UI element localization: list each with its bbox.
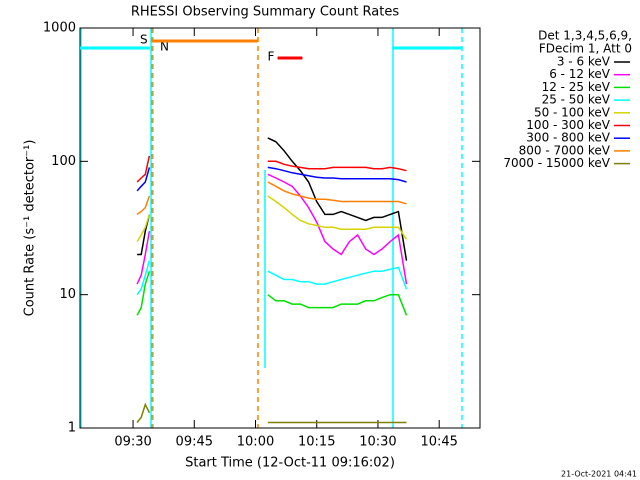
state-lines xyxy=(80,28,463,428)
y-tick-label: 1000 xyxy=(43,21,76,36)
legend-label: 3 - 6 keV xyxy=(557,55,611,69)
legend-label: 12 - 25 keV xyxy=(542,80,611,94)
y-tick-label: 100 xyxy=(51,154,76,169)
plot-frame xyxy=(79,27,481,429)
series-line xyxy=(136,260,408,296)
legend-header: FDecim 1, Att 0 xyxy=(539,42,632,56)
y-axis-label: Count Rate (s⁻¹ detector⁻¹) xyxy=(23,140,38,317)
legend-label: 800 - 7000 keV xyxy=(519,143,611,157)
series-line xyxy=(136,166,407,192)
legend-label: 100 - 300 keV xyxy=(526,118,610,132)
x-axis-label: Start Time (12-Oct-11 09:16:02) xyxy=(185,456,395,471)
x-tick-label: 09:45 xyxy=(176,435,213,450)
y-tick-label: 10 xyxy=(59,287,76,302)
x-tick-label: 10:30 xyxy=(359,435,396,450)
y-tick-label: 1 xyxy=(68,421,76,436)
flag-label: F xyxy=(268,50,275,64)
flag-label: S xyxy=(140,33,148,47)
series-line xyxy=(136,173,408,285)
series-line xyxy=(136,270,408,316)
series-line xyxy=(136,195,408,242)
chart-title: RHESSI Observing Summary Count Rates xyxy=(131,5,400,20)
legend-label: 25 - 50 keV xyxy=(542,93,611,107)
legend-header: Det 1,3,4,5,6,9, xyxy=(538,29,632,43)
x-tick-label: 10:45 xyxy=(420,435,457,450)
legend-label: 6 - 12 keV xyxy=(549,67,611,81)
footer: 21-Oct-2021 04:41 xyxy=(561,470,637,479)
legend-label: 300 - 800 keV xyxy=(526,131,610,145)
legend-label: 50 - 100 keV xyxy=(534,105,611,119)
x-tick-label: 10:00 xyxy=(237,435,274,450)
series-line xyxy=(136,155,407,183)
series-line xyxy=(136,402,407,424)
legend-label: 7000 - 15000 keV xyxy=(503,156,610,170)
flag-label: N xyxy=(160,40,169,54)
series-line xyxy=(136,181,407,216)
x-tick-label: 10:15 xyxy=(298,435,335,450)
x-tick-label: 09:30 xyxy=(114,435,151,450)
